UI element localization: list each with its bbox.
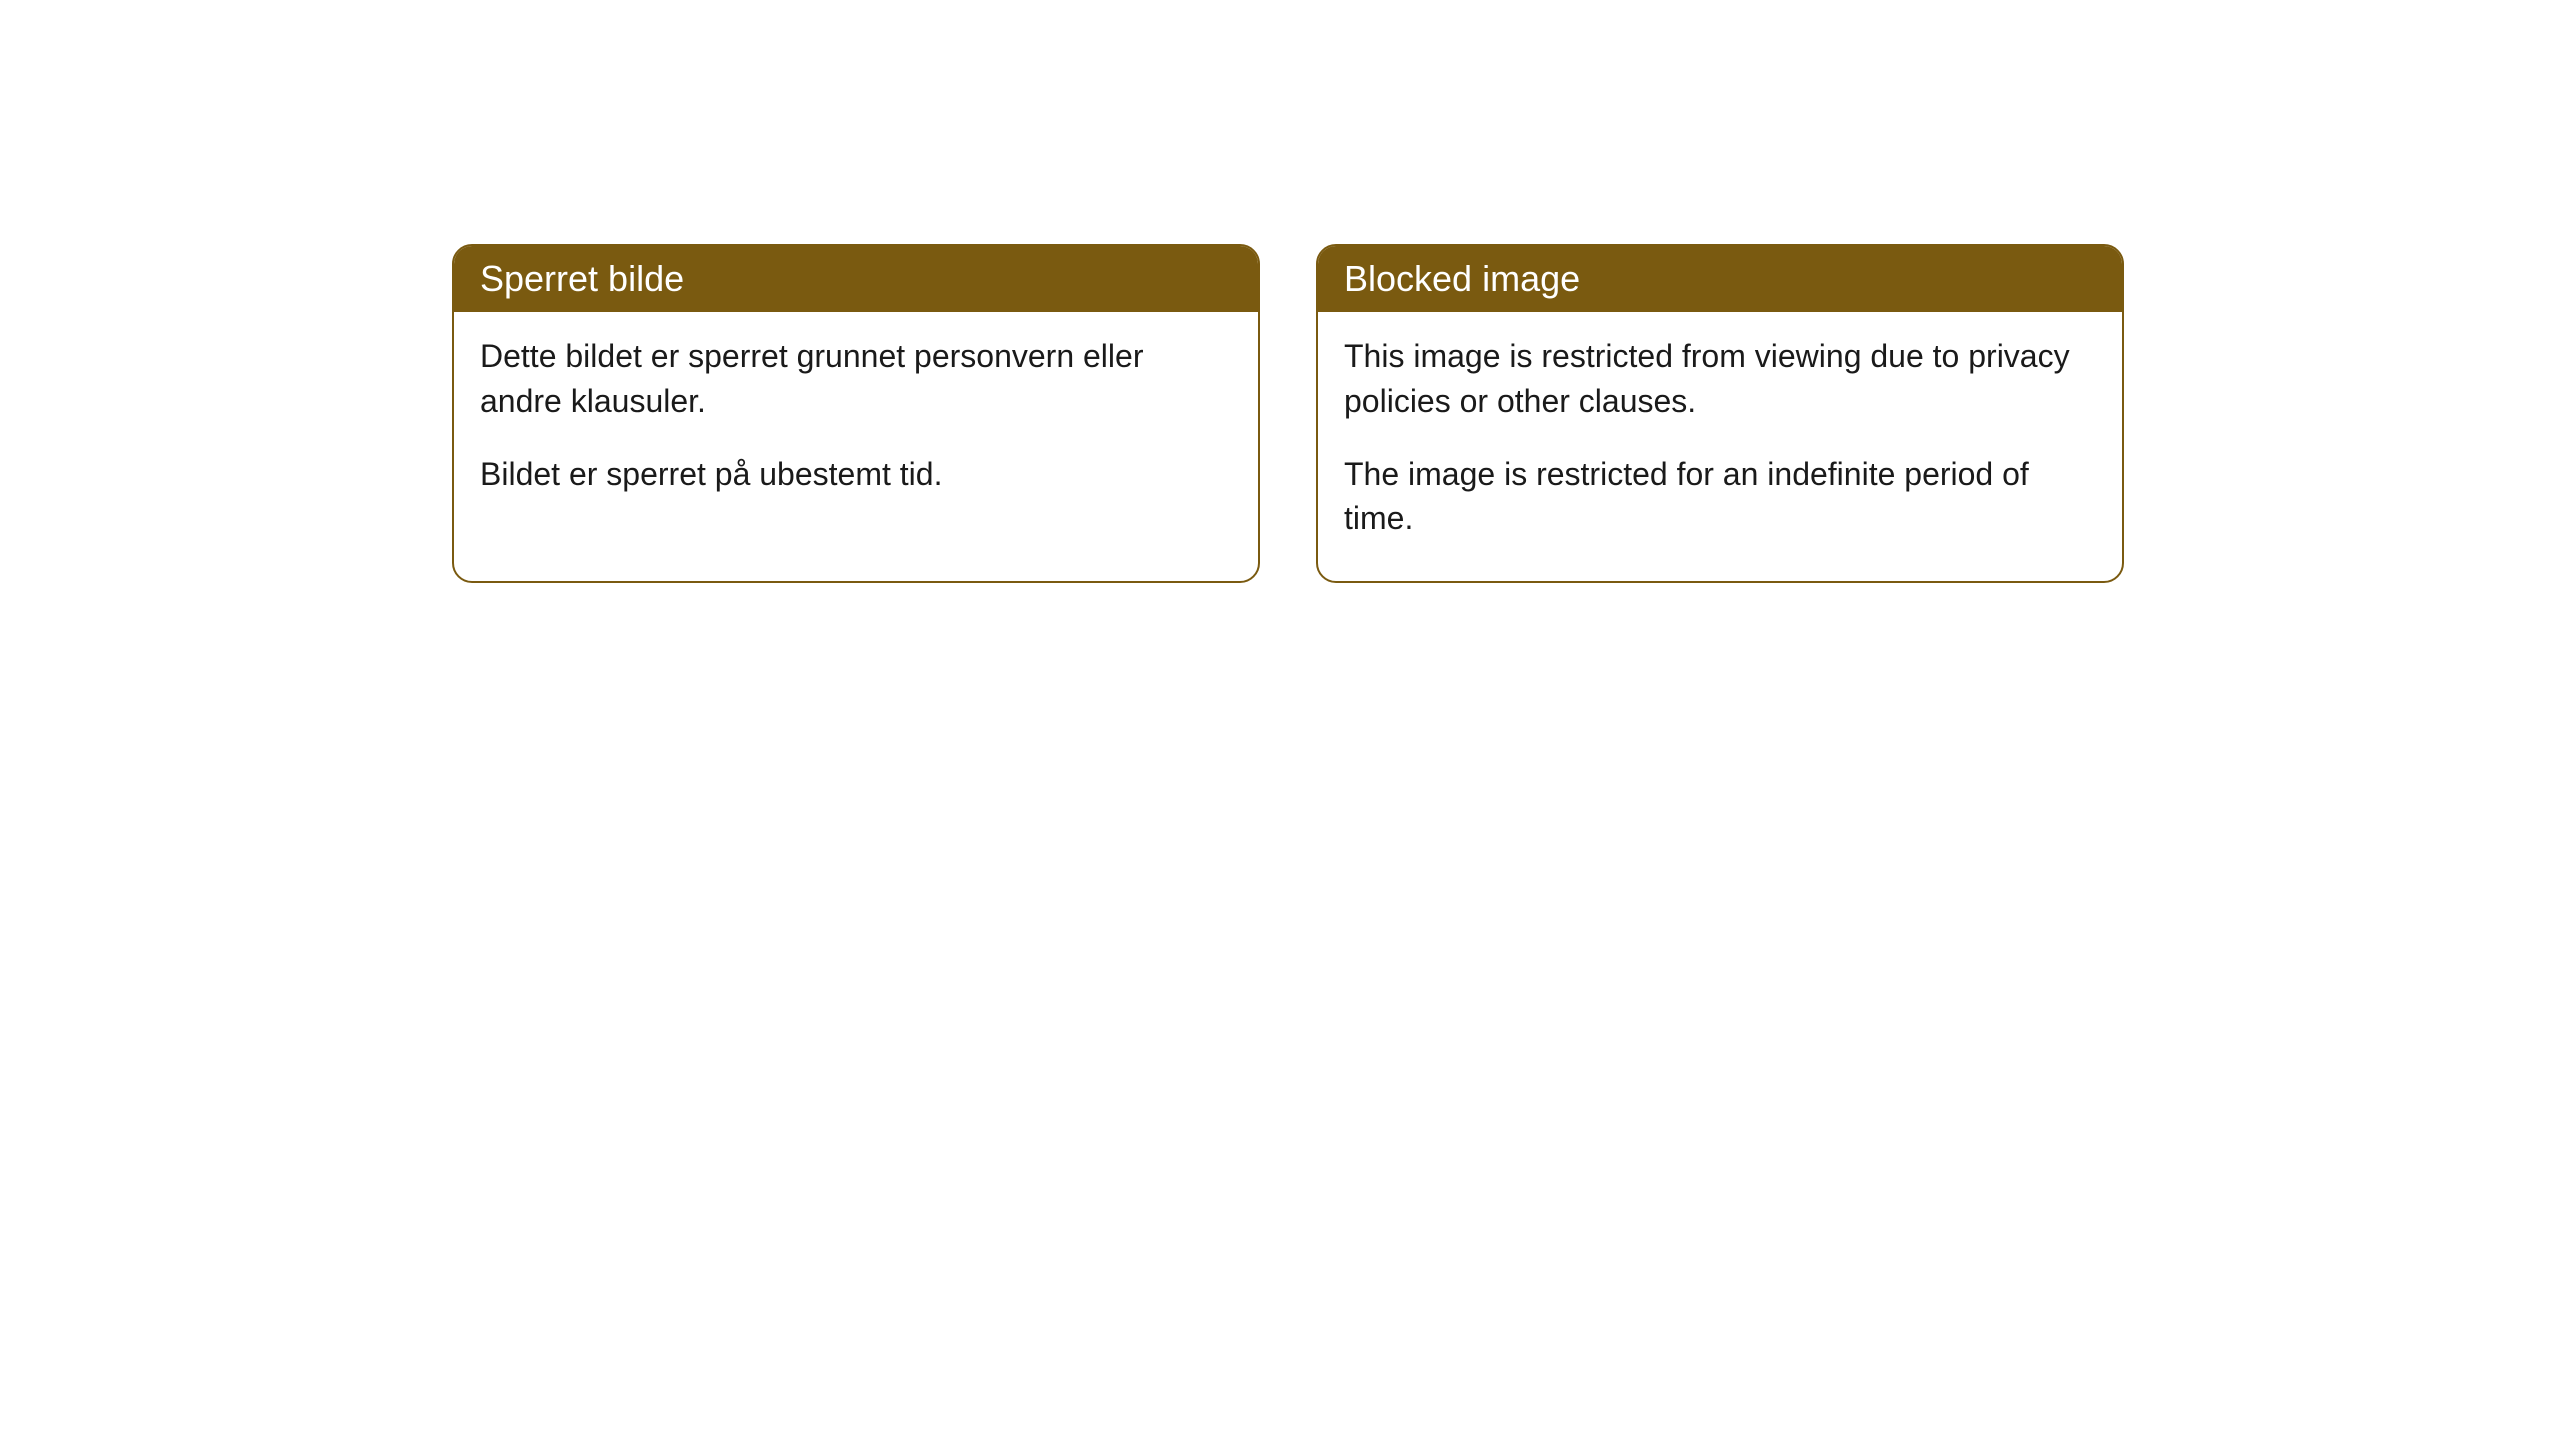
notice-header-en: Blocked image: [1318, 246, 2122, 312]
notice-text-en-1: This image is restricted from viewing du…: [1344, 334, 2096, 424]
notice-card-no: Sperret bilde Dette bildet er sperret gr…: [452, 244, 1260, 583]
notice-container: Sperret bilde Dette bildet er sperret gr…: [452, 244, 2124, 583]
notice-header-no: Sperret bilde: [454, 246, 1258, 312]
notice-body-en: This image is restricted from viewing du…: [1318, 312, 2122, 581]
notice-text-en-2: The image is restricted for an indefinit…: [1344, 452, 2096, 542]
notice-body-no: Dette bildet er sperret grunnet personve…: [454, 312, 1258, 536]
notice-card-en: Blocked image This image is restricted f…: [1316, 244, 2124, 583]
notice-text-no-1: Dette bildet er sperret grunnet personve…: [480, 334, 1232, 424]
notice-text-no-2: Bildet er sperret på ubestemt tid.: [480, 452, 1232, 497]
